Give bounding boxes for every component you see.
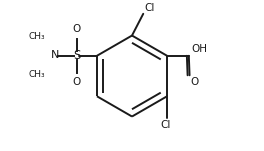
Text: Cl: Cl (160, 119, 171, 130)
Text: O: O (190, 77, 198, 87)
Text: O: O (73, 24, 81, 34)
Text: S: S (73, 49, 80, 62)
Text: N: N (51, 50, 59, 60)
Text: O: O (73, 77, 81, 87)
Text: OH: OH (191, 44, 207, 54)
Text: Cl: Cl (144, 3, 154, 13)
Text: CH₃: CH₃ (29, 71, 45, 79)
Text: CH₃: CH₃ (29, 32, 45, 41)
